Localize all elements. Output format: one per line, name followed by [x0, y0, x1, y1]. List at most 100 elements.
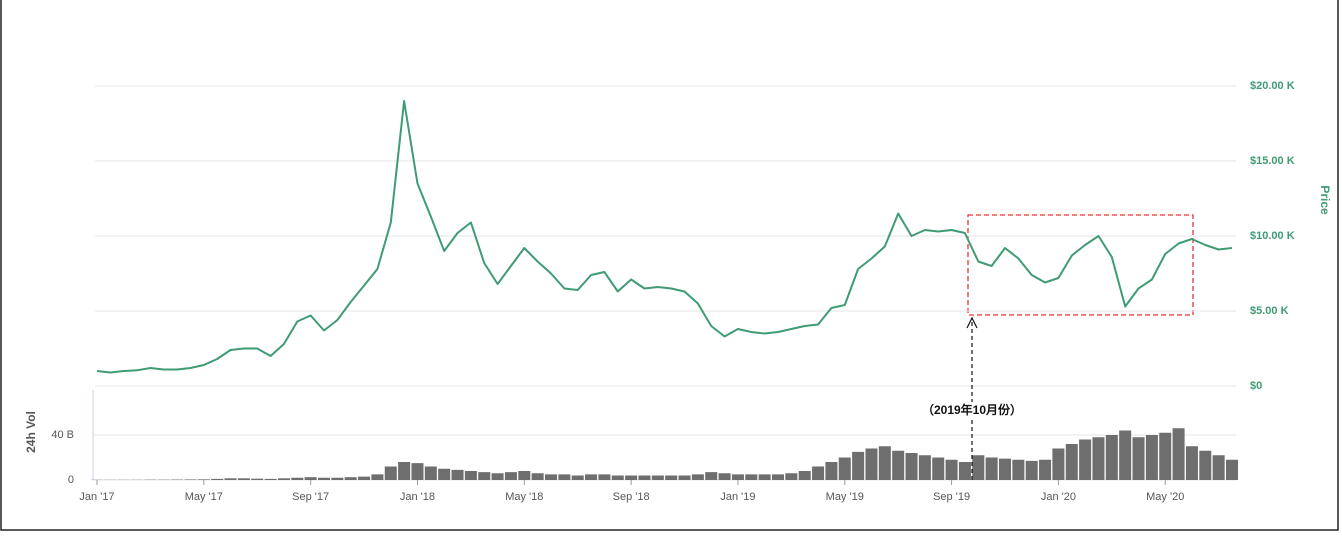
volume-bar: [465, 471, 477, 480]
volume-bar: [598, 474, 610, 480]
volume-bar: [572, 476, 584, 481]
volume-bar: [679, 476, 691, 481]
x-tick-label: Jan '18: [400, 491, 435, 503]
volume-bar: [492, 473, 504, 480]
volume-bar: [719, 473, 731, 480]
volume-bar: [318, 478, 330, 480]
x-tick-label: Sep '19: [933, 491, 970, 503]
volume-bar: [638, 476, 650, 481]
volume-bar: [1039, 460, 1051, 480]
volume-bar: [1119, 431, 1131, 481]
volume-bar: [999, 459, 1011, 480]
volume-bar: [478, 472, 490, 480]
y-tick-label: $5.00 K: [1250, 305, 1289, 317]
volume-bar: [839, 458, 851, 481]
volume-bar: [1012, 460, 1024, 480]
volume-tick-label: 40 B: [51, 429, 74, 441]
volume-bar: [371, 474, 383, 480]
volume-bar: [305, 477, 317, 480]
x-tick-label: Jan '19: [720, 491, 755, 503]
volume-axis-title: 24h Vol: [24, 411, 38, 453]
volume-bar: [825, 462, 837, 480]
volume-bar: [732, 474, 744, 480]
volume-bar: [906, 453, 918, 480]
volume-bar: [745, 474, 757, 480]
price-line: [97, 101, 1232, 373]
volume-bar: [1092, 437, 1104, 480]
volume-bar: [1159, 433, 1171, 480]
volume-bar: [1213, 455, 1225, 480]
volume-bar: [225, 478, 237, 480]
volume-bar: [211, 479, 223, 480]
x-tick-label: May '20: [1146, 491, 1184, 503]
annotation: （2019年10月份）: [922, 402, 1022, 417]
volume-bar: [452, 470, 464, 480]
volume-bar: [238, 478, 250, 480]
volume-bar: [278, 478, 290, 480]
volume-bar: [652, 476, 664, 481]
volume-bar: [986, 458, 998, 481]
volume-bar: [665, 476, 677, 481]
volume-tick-label: 0: [68, 474, 74, 486]
y-tick-label: $20.00 K: [1250, 80, 1295, 92]
x-tick-label: May '17: [185, 491, 223, 503]
volume-bar: [411, 463, 423, 480]
volume-bar: [425, 467, 437, 481]
volume-bar: [972, 455, 984, 480]
x-tick-label: Jan '20: [1041, 491, 1076, 503]
volume-bar: [1079, 440, 1091, 481]
y-tick-label: $0: [1250, 380, 1262, 392]
volume-bar: [932, 458, 944, 481]
volume-bar: [852, 452, 864, 480]
volume-bar: [198, 479, 210, 480]
y-axis-title: Price: [1318, 185, 1332, 215]
volume-bar: [398, 462, 410, 480]
volume-bar: [1226, 460, 1238, 480]
volume-bar: [184, 479, 196, 480]
volume-bar: [291, 478, 303, 480]
volume-bar: [438, 469, 450, 480]
volume-bar: [1052, 449, 1064, 481]
volume-bar: [892, 451, 904, 480]
volume-bar: [959, 462, 971, 480]
volume-bar: [812, 467, 824, 481]
volume-bar: [385, 467, 397, 481]
volume-bar: [612, 476, 624, 481]
volume-bar: [532, 473, 544, 480]
volume-bar: [1199, 451, 1211, 480]
volume-bar: [1146, 435, 1158, 480]
volume-bar: [692, 474, 704, 480]
volume-bar: [505, 472, 517, 480]
volume-bar: [518, 471, 530, 480]
volume-bar: [585, 474, 597, 480]
volume-bar: [558, 474, 570, 480]
volume-bar: [1133, 437, 1145, 480]
x-tick-label: Sep '18: [613, 491, 650, 503]
volume-bar: [1173, 428, 1185, 480]
volume-bar: [345, 477, 357, 480]
volume-bar: [799, 471, 811, 480]
volume-bar: [772, 474, 784, 480]
volume-bar: [1106, 435, 1118, 480]
y-tick-label: $15.00 K: [1250, 155, 1295, 167]
y-tick-label: $10.00 K: [1250, 230, 1295, 242]
x-tick-label: Jan '17: [79, 491, 114, 503]
volume-bar: [759, 474, 771, 480]
x-tick-label: May '19: [826, 491, 864, 503]
volume-bar: [919, 455, 931, 480]
volume-bar: [946, 460, 958, 480]
volume-bar: [1186, 446, 1198, 480]
volume-bar: [785, 473, 797, 480]
volume-bar: [865, 449, 877, 481]
volume-bar: [625, 476, 637, 481]
volume-bar: [545, 474, 557, 480]
volume-bar: [705, 472, 717, 480]
volume-bar: [265, 479, 277, 480]
volume-bar: [879, 446, 891, 480]
volume-bar: [1026, 461, 1038, 480]
volume-bar: [331, 478, 343, 480]
x-tick-label: May '18: [505, 491, 543, 503]
volume-bar: [1066, 444, 1078, 480]
